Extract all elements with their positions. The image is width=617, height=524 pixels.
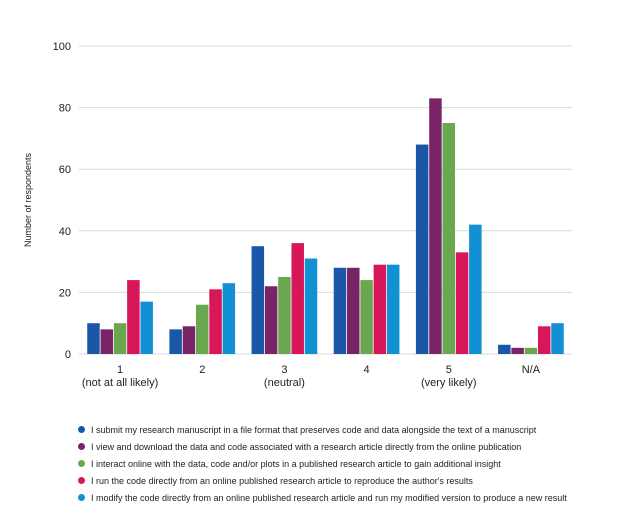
y-tick-label: 100 [53,41,71,53]
bar-series-3-cat-2 [196,304,209,354]
bar-series-4-cat-1 [127,280,140,354]
y-tick-label: 20 [59,287,71,299]
bar-series-5-cat-2 [222,283,236,354]
x-tick-label: 4 [364,364,370,376]
legend-item: I view and download the data and code as… [78,438,613,455]
bar-series-1-cat-4 [333,267,347,354]
legend-label: I run the code directly from an online p… [91,475,473,486]
legend-swatch-icon [78,460,85,467]
legend: I submit my research manuscript in a fil… [78,421,613,506]
x-tick-label: (neutral) [264,377,305,389]
legend-swatch-icon [78,494,85,501]
x-tick-label: N/A [522,364,541,376]
bar-series-1-cat-2 [169,329,182,354]
bar-series-2-cat-4 [347,267,360,354]
x-tick-label: 2 [199,364,205,376]
bar-series-4-cat-2 [209,289,222,354]
legend-label: I interact online with the data, code an… [91,458,501,469]
y-tick-label: 0 [65,349,71,361]
y-tick-label: 80 [59,103,71,115]
legend-item: I modify the code directly from an onlin… [78,489,613,506]
x-tick-label: (not at all likely) [82,377,158,389]
bar-series-3-cat-4 [360,280,373,354]
y-tick-label: 60 [59,164,71,176]
bar-series-2-cat-5 [429,98,442,354]
bar-series-3-cat-6 [524,347,538,354]
bar-series-5-cat-3 [304,258,318,354]
legend-item: I submit my research manuscript in a fil… [78,421,613,438]
x-tick-label: 5 [446,364,452,376]
y-tick-label: 40 [59,226,71,238]
bar-series-3-cat-5 [442,123,455,354]
legend-swatch-icon [78,443,85,450]
legend-item: I interact online with the data, code an… [78,455,613,472]
bar-series-2-cat-6 [511,347,524,354]
x-tick-label: 3 [281,364,287,376]
legend-swatch-icon [78,426,85,433]
bar-series-1-cat-6 [498,344,511,354]
bar-series-5-cat-4 [386,264,400,354]
bar-series-2-cat-2 [182,326,196,354]
legend-label: I submit my research manuscript in a fil… [91,424,537,435]
bar-series-2-cat-3 [264,286,278,354]
x-axis-ticks: 1(not at all likely) 2 3(neutral) 4 5(very l… [82,364,541,389]
legend-swatch-icon [78,477,85,484]
legend-label: I modify the code directly from an onlin… [91,492,567,503]
bar-series-2-cat-1 [100,329,114,354]
x-tick-label: 1 [117,364,123,376]
bar-series-5-cat-5 [469,224,482,354]
y-axis-label: Number of respondents [23,152,33,247]
bar-series-5-cat-1 [140,301,153,354]
bar-series-4-cat-4 [373,264,387,354]
bar-series-1-cat-3 [251,246,265,354]
bars [87,98,564,354]
y-axis-ticks: 0 20 40 60 80 100 [53,41,71,361]
bar-series-1-cat-1 [87,323,100,354]
bar-series-4-cat-3 [291,243,304,354]
x-tick-label: (very likely) [421,377,477,389]
bar-chart: 0 20 40 60 80 100 1(not at all likely) 2 3(neut… [23,41,572,389]
bar-series-1-cat-5 [415,144,429,354]
bar-series-5-cat-6 [551,323,564,354]
gridlines [79,45,572,355]
legend-label: I view and download the data and code as… [91,441,522,452]
bar-series-4-cat-5 [455,252,469,354]
bar-series-3-cat-1 [113,323,127,354]
bar-series-3-cat-3 [278,277,291,354]
legend-item: I run the code directly from an online p… [78,472,613,489]
bar-series-4-cat-6 [537,326,551,354]
